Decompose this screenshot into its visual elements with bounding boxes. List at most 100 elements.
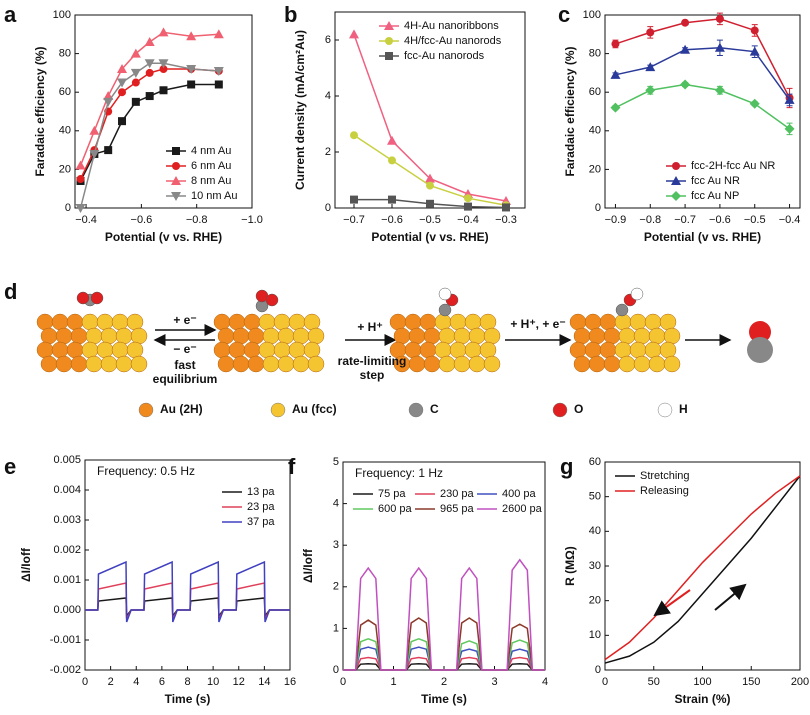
atom bbox=[438, 355, 456, 373]
atom bbox=[438, 327, 456, 345]
marker bbox=[131, 97, 140, 106]
atom bbox=[573, 355, 591, 373]
marker bbox=[671, 176, 681, 185]
x-tick-label: 12 bbox=[233, 676, 245, 688]
atom bbox=[644, 341, 662, 359]
y-tick-label: 80 bbox=[59, 48, 71, 60]
x-tick-label: 6 bbox=[159, 676, 165, 688]
x-tick-label: 100 bbox=[693, 676, 711, 688]
atom bbox=[408, 355, 426, 373]
atom bbox=[588, 355, 606, 373]
x-axis-label: Potential (v vs. RHE) bbox=[105, 230, 222, 244]
x-tick-label: −0.5 bbox=[744, 214, 766, 226]
atom bbox=[40, 327, 58, 345]
x-tick-label: 150 bbox=[742, 676, 760, 688]
atom bbox=[747, 337, 773, 363]
atom bbox=[81, 341, 99, 359]
x-tick-label: 10 bbox=[207, 676, 219, 688]
legend-label: 600 pa bbox=[378, 503, 413, 515]
legend-label: 4H/fcc-Au nanorods bbox=[404, 35, 502, 47]
atom bbox=[258, 313, 276, 331]
x-tick-label: 4 bbox=[542, 676, 548, 688]
marker bbox=[784, 94, 795, 104]
x-tick-label: 2 bbox=[441, 676, 447, 688]
atom bbox=[111, 341, 129, 359]
atom bbox=[292, 327, 310, 345]
atom bbox=[629, 341, 647, 359]
atom bbox=[453, 327, 471, 345]
atom bbox=[303, 313, 321, 331]
annotation: Frequency: 0.5 Hz bbox=[97, 464, 195, 478]
arrow bbox=[714, 583, 747, 611]
arrow bbox=[653, 589, 691, 617]
atom bbox=[404, 313, 422, 331]
marker bbox=[350, 195, 358, 204]
marker bbox=[715, 14, 724, 23]
y-axis-label: Faradaic efficiency (%) bbox=[33, 46, 47, 176]
marker bbox=[749, 46, 760, 56]
arrow-label: + e⁻ bbox=[173, 313, 196, 327]
atom bbox=[434, 341, 452, 359]
marker bbox=[186, 31, 197, 41]
marker bbox=[610, 69, 621, 79]
atom bbox=[90, 291, 104, 305]
legend-label: 10 nm Au bbox=[191, 190, 237, 202]
note: equilibrium bbox=[153, 372, 218, 386]
marker bbox=[681, 18, 690, 27]
atom bbox=[307, 327, 325, 345]
marker bbox=[117, 78, 128, 88]
marker bbox=[158, 27, 169, 37]
marker bbox=[75, 160, 86, 170]
x-axis-label: Potential (v vs. RHE) bbox=[371, 230, 488, 244]
y-tick-label: 0 bbox=[325, 202, 331, 214]
marker bbox=[103, 97, 114, 107]
panel-letter: f bbox=[288, 454, 296, 479]
y-tick-label: 40 bbox=[589, 525, 601, 537]
marker bbox=[646, 28, 655, 37]
y-axis-label: R (MΩ) bbox=[563, 546, 577, 586]
panel-letter: c bbox=[558, 2, 570, 27]
atom bbox=[483, 327, 501, 345]
atom bbox=[273, 341, 291, 359]
y-tick-label: 80 bbox=[589, 48, 601, 60]
legend-atom bbox=[270, 402, 286, 418]
x-tick-label: −0.4 bbox=[779, 214, 801, 226]
plot-frame bbox=[604, 461, 801, 671]
marker bbox=[672, 162, 680, 170]
marker bbox=[130, 68, 141, 78]
atom bbox=[438, 303, 452, 317]
atom bbox=[292, 355, 310, 373]
y-tick-label: 0.005 bbox=[53, 454, 81, 466]
arrow-label: − e⁻ bbox=[173, 342, 196, 356]
y-tick-label: 0 bbox=[65, 202, 71, 214]
atom bbox=[277, 355, 295, 373]
marker bbox=[611, 39, 620, 48]
marker bbox=[104, 146, 113, 155]
atom bbox=[599, 313, 617, 331]
atom bbox=[479, 313, 497, 331]
legend-label: 13 pa bbox=[247, 486, 275, 498]
marker bbox=[171, 176, 181, 185]
atom bbox=[618, 327, 636, 345]
atom bbox=[618, 355, 636, 373]
atom bbox=[449, 313, 467, 331]
legend-atom bbox=[408, 402, 424, 418]
atom bbox=[307, 355, 325, 373]
series-line bbox=[85, 582, 290, 620]
atom bbox=[247, 355, 265, 373]
atom bbox=[126, 341, 144, 359]
atom bbox=[81, 313, 99, 331]
x-tick-label: −0.7 bbox=[674, 214, 696, 226]
atom bbox=[288, 341, 306, 359]
x-tick-label: 0 bbox=[82, 676, 88, 688]
y-tick-label: 0 bbox=[595, 664, 601, 676]
series-line bbox=[604, 475, 801, 661]
x-tick-label: −0.7 bbox=[343, 214, 365, 226]
y-tick-label: 0.002 bbox=[53, 544, 81, 556]
x-tick-label: −0.4 bbox=[75, 214, 97, 226]
legend-label: 23 pa bbox=[247, 501, 275, 513]
y-axis-label: ΔI/Ioff bbox=[19, 547, 33, 582]
atom bbox=[228, 313, 246, 331]
y-tick-label: 0.000 bbox=[53, 604, 81, 616]
atom bbox=[588, 327, 606, 345]
